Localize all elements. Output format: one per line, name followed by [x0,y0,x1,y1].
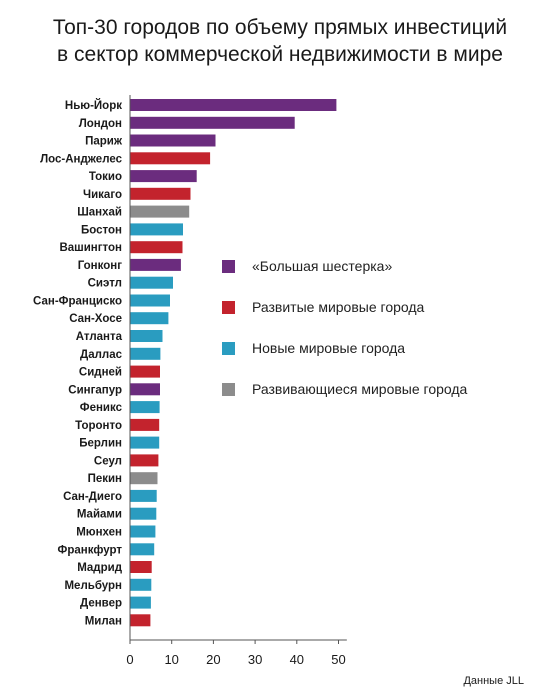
city-label: Шанхай [77,207,122,219]
bar [130,170,197,183]
bar [130,436,160,449]
city-label: Париж [85,136,123,148]
city-label: Мадрид [77,562,123,574]
bar [130,205,190,218]
bar [130,525,156,538]
legend-swatch [222,382,235,396]
legend-swatch [222,341,235,355]
city-label: Сан-Хосе [69,313,122,325]
bar [130,223,183,236]
bar [130,294,170,307]
chart-title: Топ-30 городов по объему прямых инвестиц… [0,14,560,68]
legend-label: «Большая шестерка» [252,258,393,274]
legend-item: Новые мировые города [222,338,405,358]
city-label: Сидней [79,367,122,379]
x-tick-label: 0 [126,652,133,667]
city-label: Милан [85,615,122,627]
city-label: Атланта [76,331,123,343]
bar [130,99,337,111]
bar [130,596,151,609]
bar [130,418,160,431]
x-tick-group: 0 10 20 30 40 50 [126,640,346,667]
bar [130,347,161,360]
city-label: Лондон [79,118,122,130]
chart-title-line-2: в сектор коммерческой недвижимости в мир… [57,43,503,66]
bar [130,489,157,502]
city-label: Сан-Франциско [33,296,122,308]
bar [130,578,152,591]
bar [130,472,158,485]
city-label: Денвер [80,598,122,610]
bar-group [130,99,337,627]
x-tick-label: 40 [290,652,304,667]
city-label: Даллас [80,349,123,361]
bar [130,116,295,129]
bar [130,134,216,147]
bar [130,258,181,271]
city-label-group: Нью-Йорк Лондон Париж Лос-Анджелес Токио Чика… [33,99,123,627]
bar [130,507,157,520]
x-tick-label: 10 [164,652,178,667]
bar [130,152,211,165]
chart-title-line-1: Топ-30 городов по объему прямых инвестиц… [52,16,508,39]
city-label: Торонто [75,420,122,432]
bar [130,614,151,627]
bar [130,312,169,325]
legend-item: Развивающиеся мировые города [222,379,467,399]
legend-swatch [222,259,235,273]
city-label: Токио [89,171,122,183]
bar [130,276,173,289]
city-label: Майами [77,509,122,521]
city-label: Чикаго [83,189,122,201]
legend-label: Развитые мировые города [252,299,425,315]
legend-item: Развитые мировые города [222,297,424,317]
bar [130,383,160,396]
city-label: Берлин [79,438,122,450]
bar [130,454,159,467]
x-tick-label: 30 [248,652,262,667]
x-tick-label: 50 [331,652,345,667]
city-label: Сингапур [68,384,122,396]
legend-swatch [222,300,235,314]
legend-item: «Большая шестерка» [222,256,392,276]
city-label: Гонконг [78,260,122,272]
city-label: Сеул [94,455,122,467]
legend-label: Развивающиеся мировые города [252,381,468,397]
bar [130,365,160,378]
city-label: Сиэтл [88,278,122,290]
city-label: Пекин [88,473,122,485]
legend-label: Новые мировые города [252,340,406,356]
city-label: Вашингтон [59,242,122,254]
city-label: Франкфурт [58,544,123,556]
bar [130,241,183,254]
bar [130,187,191,200]
city-label: Мюнхен [76,527,122,539]
city-label: Бостон [81,224,122,236]
city-label: Нью-Йорк [65,99,122,112]
city-label: Лос-Анджелес [40,153,123,165]
bar [130,401,160,414]
city-label: Мельбурн [64,580,122,592]
x-tick-label: 20 [206,652,220,667]
city-label: Феникс [80,402,123,414]
city-label: Сан-Диего [63,491,122,503]
bar [130,561,152,573]
bar [130,330,163,342]
source-note: Данные JLL [463,675,524,687]
bar [130,543,155,556]
